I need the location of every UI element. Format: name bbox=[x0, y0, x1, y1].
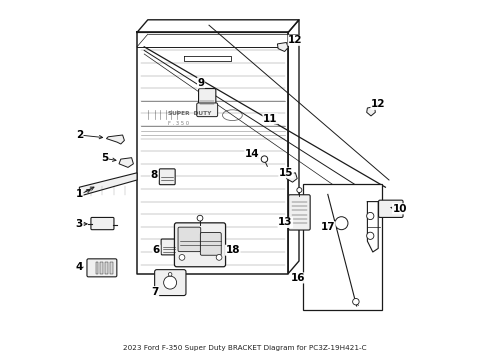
FancyBboxPatch shape bbox=[379, 200, 403, 217]
Text: 11: 11 bbox=[263, 114, 277, 124]
Circle shape bbox=[367, 232, 374, 239]
FancyBboxPatch shape bbox=[155, 270, 186, 296]
Circle shape bbox=[335, 217, 348, 230]
Polygon shape bbox=[79, 173, 137, 196]
Polygon shape bbox=[119, 158, 133, 167]
FancyBboxPatch shape bbox=[161, 239, 177, 255]
Polygon shape bbox=[277, 42, 288, 51]
Circle shape bbox=[179, 255, 185, 260]
Polygon shape bbox=[106, 135, 124, 144]
Bar bbox=[110, 262, 113, 274]
FancyBboxPatch shape bbox=[197, 103, 218, 117]
FancyBboxPatch shape bbox=[289, 195, 310, 230]
FancyBboxPatch shape bbox=[87, 259, 117, 277]
Text: 15: 15 bbox=[279, 168, 294, 178]
FancyBboxPatch shape bbox=[200, 233, 221, 255]
FancyBboxPatch shape bbox=[91, 217, 114, 230]
Circle shape bbox=[367, 212, 374, 220]
Text: 10: 10 bbox=[392, 204, 407, 214]
Text: 14: 14 bbox=[245, 149, 260, 159]
Circle shape bbox=[197, 215, 203, 221]
Text: 6: 6 bbox=[153, 245, 160, 255]
Text: 12: 12 bbox=[288, 35, 303, 45]
Text: 2: 2 bbox=[76, 130, 83, 140]
Circle shape bbox=[297, 188, 302, 193]
Text: 8: 8 bbox=[150, 170, 158, 180]
FancyBboxPatch shape bbox=[198, 89, 216, 109]
Circle shape bbox=[169, 273, 172, 276]
Text: 17: 17 bbox=[320, 222, 335, 232]
FancyBboxPatch shape bbox=[159, 169, 175, 185]
Text: 1: 1 bbox=[76, 189, 83, 199]
Text: 12: 12 bbox=[371, 99, 386, 109]
Text: 18: 18 bbox=[225, 245, 240, 255]
Bar bbox=[105, 262, 108, 274]
Circle shape bbox=[216, 255, 222, 260]
Text: 3: 3 bbox=[76, 219, 83, 229]
Bar bbox=[303, 184, 382, 310]
Text: 7: 7 bbox=[151, 287, 159, 297]
Text: 4: 4 bbox=[76, 262, 83, 272]
Text: 16: 16 bbox=[291, 273, 306, 283]
Bar bbox=[96, 262, 98, 274]
FancyBboxPatch shape bbox=[174, 223, 225, 267]
Polygon shape bbox=[286, 173, 297, 182]
Text: 5: 5 bbox=[101, 153, 108, 163]
Text: F . 3 5 0: F . 3 5 0 bbox=[168, 121, 189, 126]
Text: 2023 Ford F-350 Super Duty BRACKET Diagram for PC3Z-19H421-C: 2023 Ford F-350 Super Duty BRACKET Diagr… bbox=[123, 345, 367, 351]
Circle shape bbox=[164, 276, 176, 289]
Bar bbox=[100, 262, 103, 274]
Text: 9: 9 bbox=[197, 78, 205, 88]
FancyBboxPatch shape bbox=[178, 227, 201, 252]
Circle shape bbox=[261, 156, 268, 162]
Text: 13: 13 bbox=[278, 217, 293, 228]
Text: SUPER  DUTY: SUPER DUTY bbox=[168, 111, 211, 116]
Polygon shape bbox=[367, 107, 375, 116]
Circle shape bbox=[353, 298, 359, 305]
